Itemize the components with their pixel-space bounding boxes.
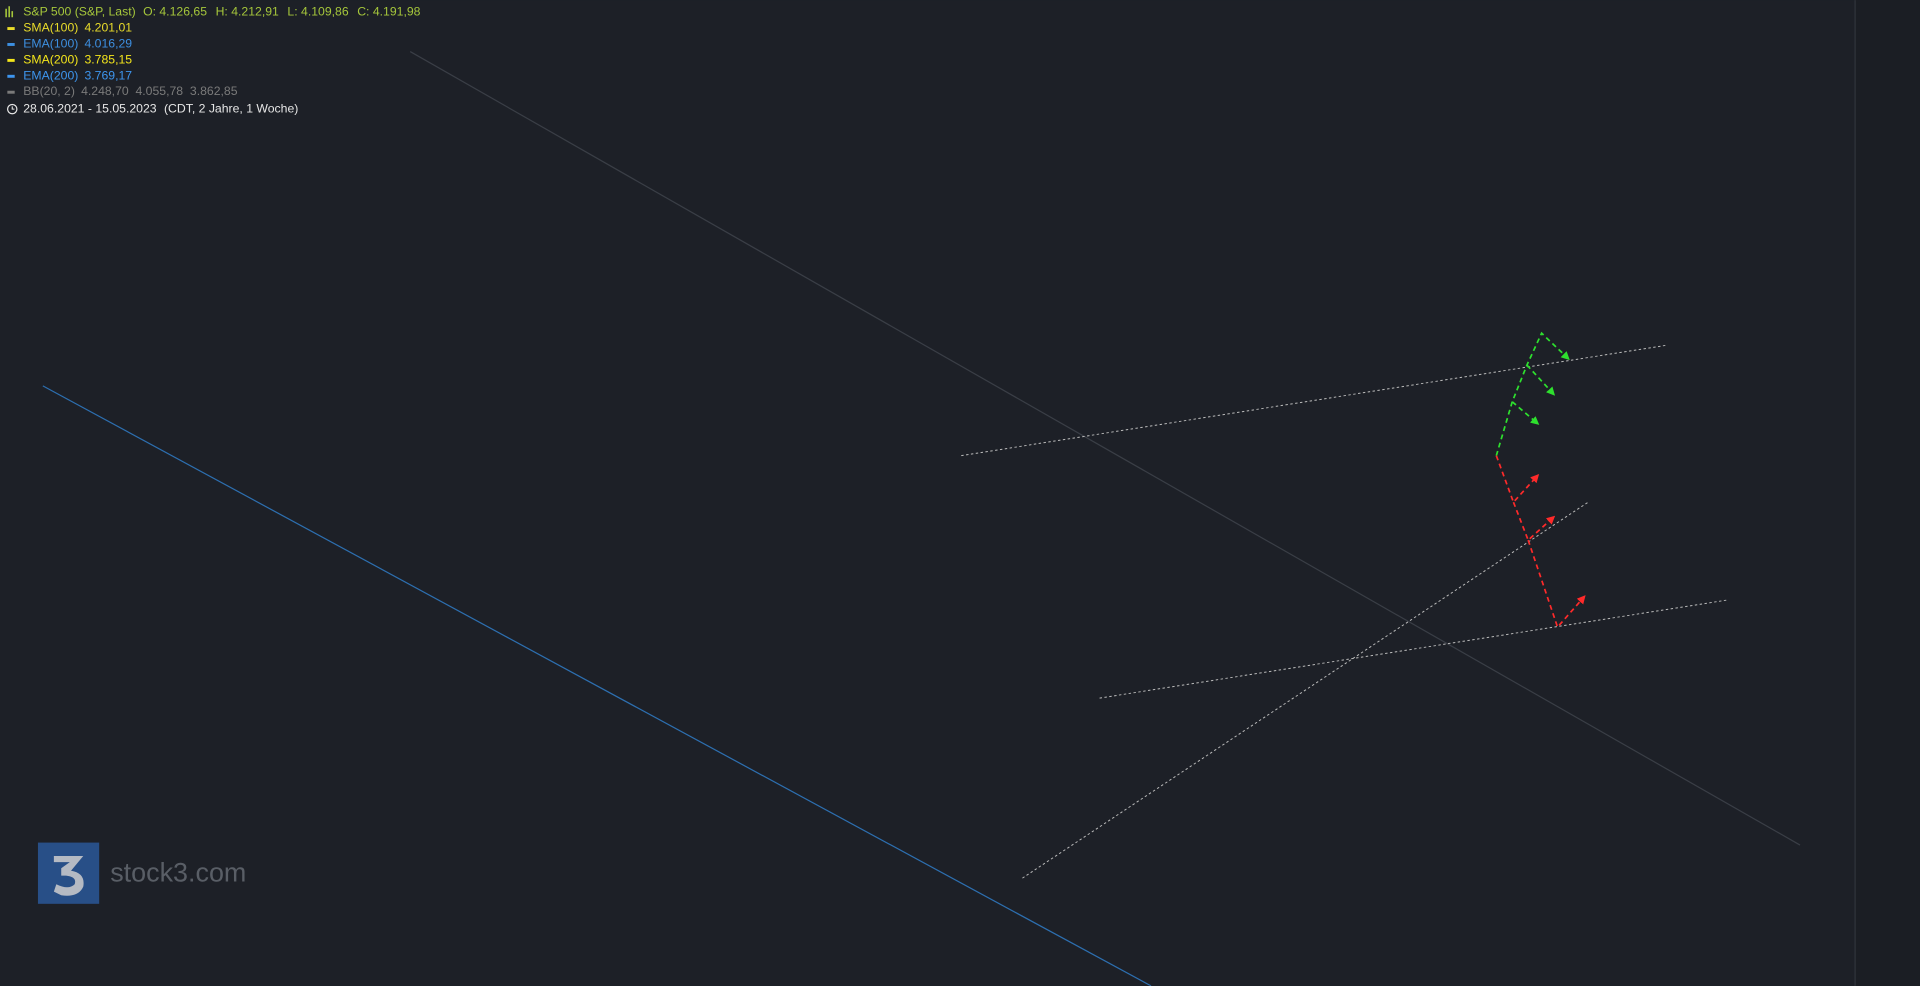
plot-background: [0, 0, 1855, 986]
legend-swatch: [7, 74, 15, 78]
quote-value: L: 4.109,86: [287, 5, 348, 19]
quote-value: H: 4.212,91: [216, 5, 279, 19]
legend-value: 4.016,29: [84, 36, 132, 50]
trend-lines: [42, 51, 1801, 986]
legend: S&P 500 (S&P, Last) O: 4.126,65 H: 4.212,9…: [5, 5, 421, 115]
clock-hand: [11, 106, 15, 110]
trend-line: [409, 51, 1801, 846]
legend-value: 4.248,70 4.055,78 3.862,85: [81, 84, 238, 98]
trend-line: [42, 385, 1152, 986]
quote-value: O: 4.126,65: [143, 5, 207, 19]
legend-name: SMA(100): [23, 21, 78, 35]
legend-name: EMA(100): [23, 36, 78, 50]
period: 28.06.2021 - 15.05.2023: [23, 101, 157, 115]
legend-value: 4.201,01: [84, 21, 132, 35]
arrow-up: [1526, 364, 1556, 396]
trend-line: [1022, 501, 1589, 879]
watermark: stock3.com: [37, 842, 246, 904]
legend-swatch: [7, 27, 15, 31]
instrument-title: S&P 500 (S&P, Last): [23, 5, 135, 19]
legend-name: EMA(200): [23, 68, 78, 82]
arrow-down: [1512, 501, 1556, 542]
legend-name: BB(20, 2): [23, 84, 75, 98]
scenario-arrows: [1495, 331, 1586, 629]
legend-swatch: [7, 90, 15, 94]
watermark-text: stock3.com: [110, 858, 246, 888]
legend-name: SMA(200): [23, 52, 78, 66]
arrow-up: [1511, 401, 1540, 425]
arrow-down: [1527, 539, 1586, 629]
trend-line: [961, 344, 1666, 457]
legend-value: 3.785,15: [84, 52, 132, 66]
legend-value: 3.769,17: [84, 68, 132, 82]
quote-value: C: 4.191,98: [357, 5, 420, 19]
instrument-icon: [5, 6, 14, 18]
legend-swatch: [7, 58, 15, 62]
clock-icon: [6, 103, 18, 115]
axis-background: [1855, 0, 1920, 986]
period-note: (CDT, 2 Jahre, 1 Woche): [164, 101, 298, 115]
logo-glyph: [53, 856, 84, 896]
legend-swatch: [7, 43, 15, 46]
